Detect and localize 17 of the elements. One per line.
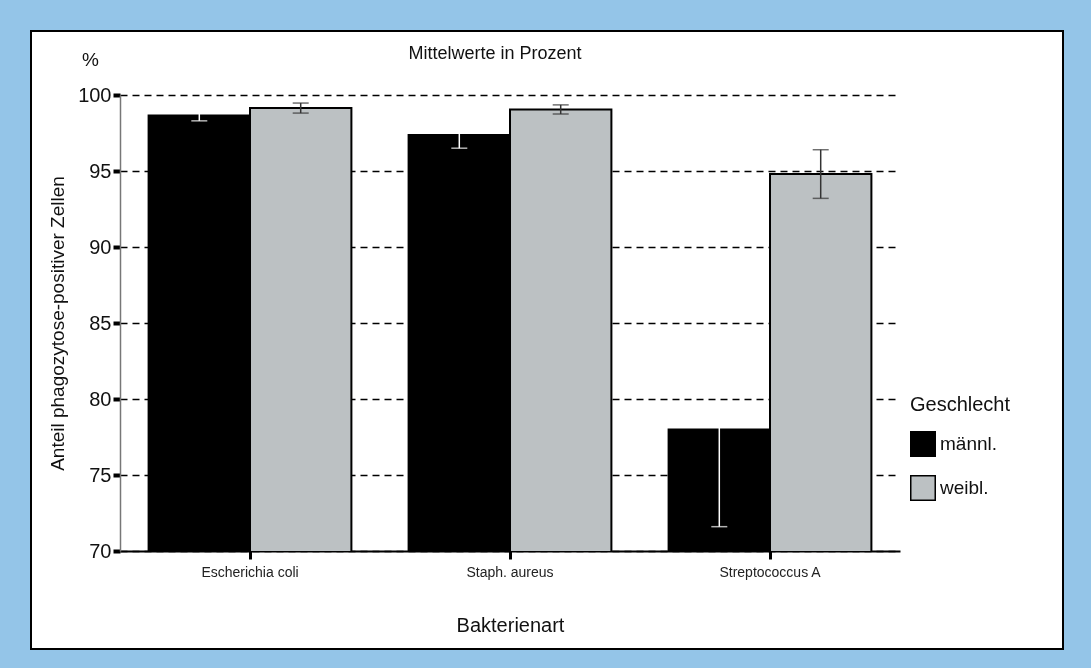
y-tick-label: 100 bbox=[78, 83, 112, 106]
y-tick-label: 70 bbox=[89, 539, 112, 562]
legend-label: männl. bbox=[940, 433, 998, 454]
y-tick-label: 80 bbox=[89, 387, 112, 410]
y-tick-label: 95 bbox=[89, 159, 112, 182]
x-axis-title: Bakterienart bbox=[456, 613, 565, 636]
x-tick-label: Escherichia coli bbox=[201, 563, 299, 580]
y-tick-label: 90 bbox=[89, 235, 112, 258]
x-tick-label: Streptococcus A bbox=[719, 563, 822, 580]
y-tick-label: 75 bbox=[89, 463, 112, 486]
text: % bbox=[82, 49, 99, 71]
legend-title: Geschlecht bbox=[910, 393, 1011, 415]
legend-label: weibl. bbox=[939, 477, 989, 498]
x-tick-label: Staph. aureus bbox=[466, 563, 554, 580]
chart-title: Mittelwerte in Prozent bbox=[408, 43, 582, 63]
y-tick-label: 85 bbox=[89, 311, 112, 334]
y-axis-title: Anteil phagozytose-positiver Zellen bbox=[47, 176, 69, 471]
